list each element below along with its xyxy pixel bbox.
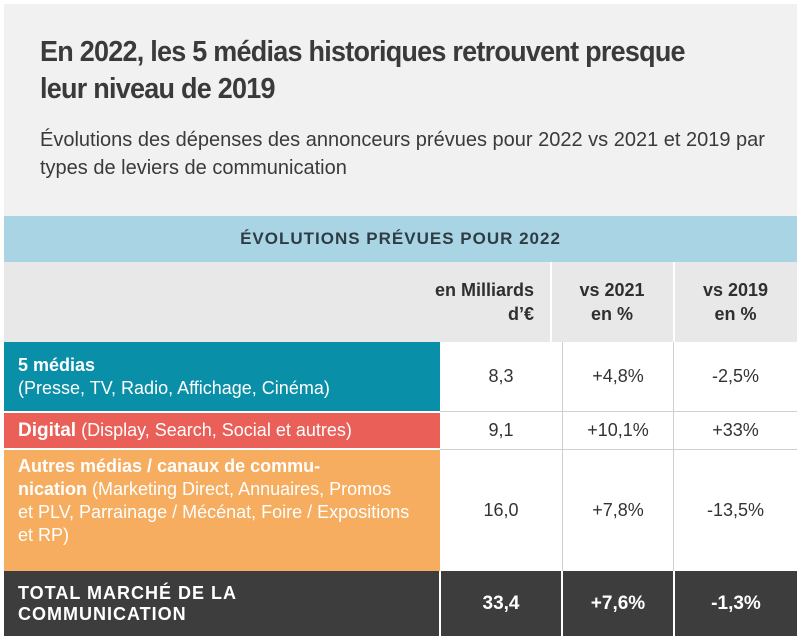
header-separator bbox=[673, 262, 675, 342]
column-divider bbox=[673, 342, 674, 571]
chart-title: En 2022, les 5 médias historiques retrou… bbox=[40, 36, 686, 105]
data-table: ÉVOLUTIONS PRÉVUES POUR 2022 en Milliard… bbox=[4, 216, 797, 636]
band-header: ÉVOLUTIONS PRÉVUES POUR 2022 bbox=[4, 216, 797, 262]
total-label: TOTAL MARCHÉ DE LA COMMUNICATION bbox=[18, 582, 237, 624]
cell-value: +4,8% bbox=[562, 342, 674, 411]
row-detail: (Marketing Direct, Annuaires, Promos et … bbox=[18, 479, 410, 545]
row-divider bbox=[4, 448, 440, 450]
row-divider bbox=[440, 411, 797, 412]
row-name: Autres médias / canaux de commu- nicatio… bbox=[18, 456, 321, 499]
column-header-vs2021-text: vs 2021 en % bbox=[579, 280, 645, 324]
column-header-vs2019-text: vs 2019 en % bbox=[702, 280, 769, 324]
row-name: 5 médias bbox=[18, 354, 96, 375]
row-label-5-medias: 5 médias (Presse, TV, Radio, Affichage, … bbox=[4, 342, 440, 411]
cell-value: +10,1% bbox=[562, 411, 674, 449]
column-header-milliards: en Milliards d’€ bbox=[4, 262, 550, 342]
row-divider bbox=[440, 449, 797, 450]
cell-value: -13,5% bbox=[674, 449, 797, 571]
row-detail: (Presse, TV, Radio, Affichage, Cinéma) bbox=[18, 377, 330, 398]
header-separator bbox=[550, 262, 552, 342]
chart-subtitle: Évolutions des dépenses des annonceurs p… bbox=[40, 129, 765, 179]
total-separator bbox=[439, 571, 441, 636]
total-value-milliards: 33,4 bbox=[482, 592, 520, 614]
row-label-autres-medias: Autres médias / canaux de commu- nicatio… bbox=[4, 449, 440, 571]
column-header-milliards-text: en Milliards d’€ bbox=[434, 280, 534, 324]
total-value-vs2019: -1,3% bbox=[711, 592, 761, 614]
column-divider bbox=[562, 342, 563, 571]
total-separator bbox=[673, 571, 675, 636]
column-header-vs2021: vs 2021 en % bbox=[550, 262, 674, 342]
row-detail: (Display, Search, Social et autres) bbox=[81, 420, 352, 440]
total-separator bbox=[561, 571, 563, 636]
cell-value: +7,8% bbox=[562, 449, 674, 571]
row-name: Digital bbox=[18, 420, 77, 441]
row-divider bbox=[4, 411, 440, 413]
cell-value: +33% bbox=[674, 411, 797, 449]
cell-value: 16,0 bbox=[440, 449, 562, 571]
row-label-digital: Digital (Display, Search, Social et autr… bbox=[4, 411, 440, 449]
cell-value: -2,5% bbox=[674, 342, 797, 411]
total-value-vs2021: +7,6% bbox=[590, 592, 646, 614]
cell-value: 9,1 bbox=[440, 411, 562, 449]
total-row: TOTAL MARCHÉ DE LA COMMUNICATION 33,4 +7… bbox=[4, 571, 797, 636]
column-header-vs2019: vs 2019 en % bbox=[674, 262, 797, 342]
cell-value: 8,3 bbox=[440, 342, 562, 411]
